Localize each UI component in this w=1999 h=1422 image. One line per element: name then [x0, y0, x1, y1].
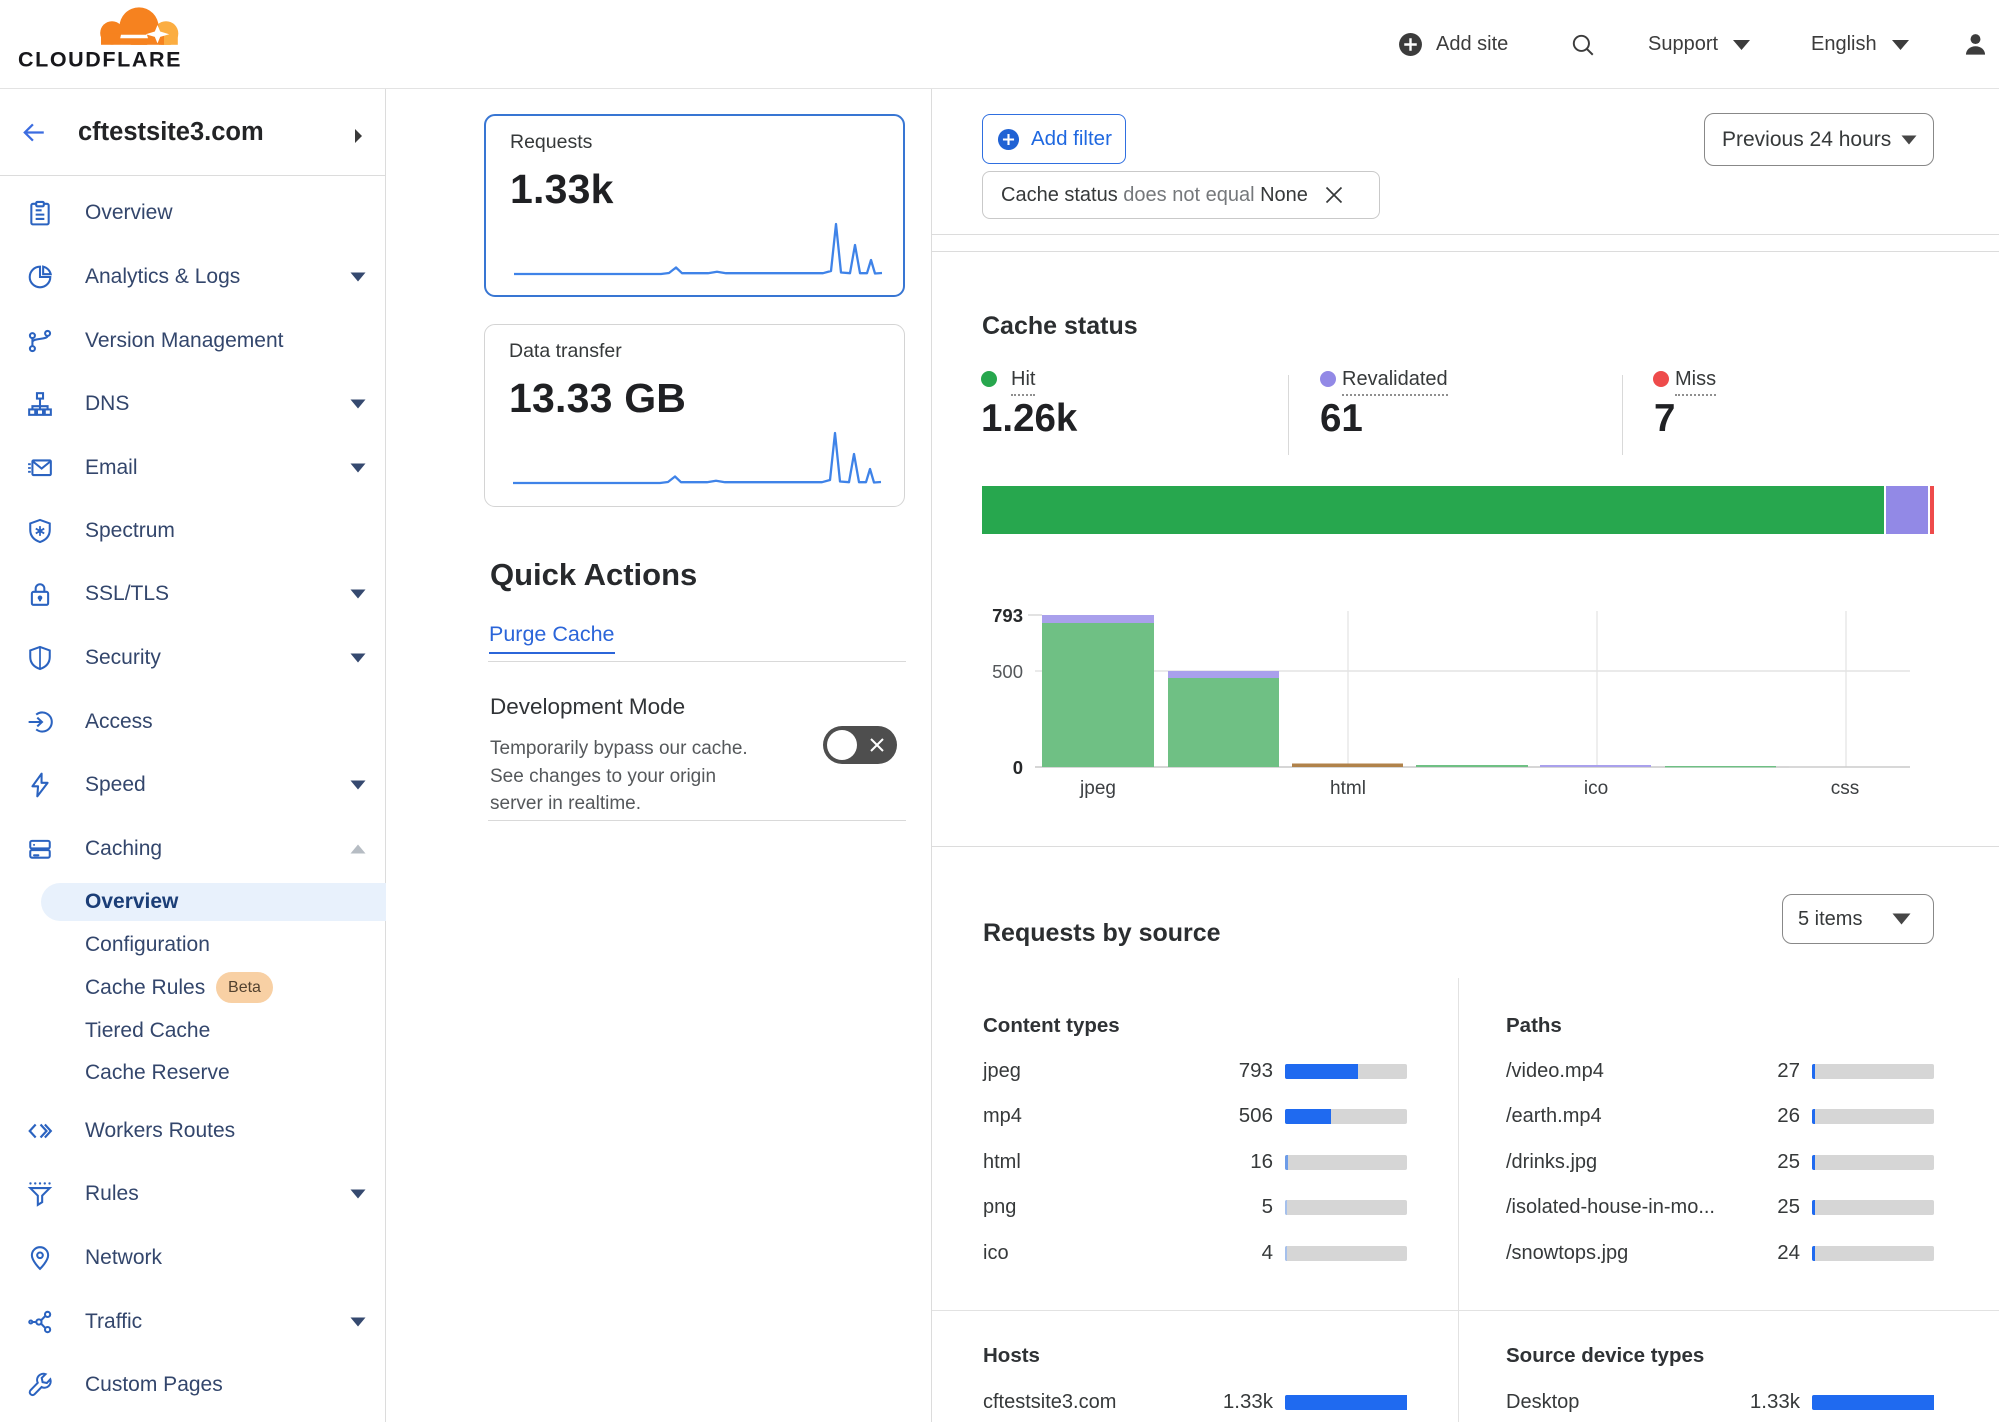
svg-text:jpeg: jpeg — [1079, 778, 1116, 799]
svg-text:css: css — [1831, 778, 1860, 799]
svg-text:html: html — [1330, 778, 1366, 799]
svg-text:500: 500 — [992, 661, 1023, 682]
svg-text:CLOUDFLARE: CLOUDFLARE — [18, 48, 182, 72]
svg-text:793: 793 — [992, 605, 1023, 626]
svg-text:0: 0 — [1013, 757, 1023, 778]
svg-text:ico: ico — [1584, 778, 1608, 799]
